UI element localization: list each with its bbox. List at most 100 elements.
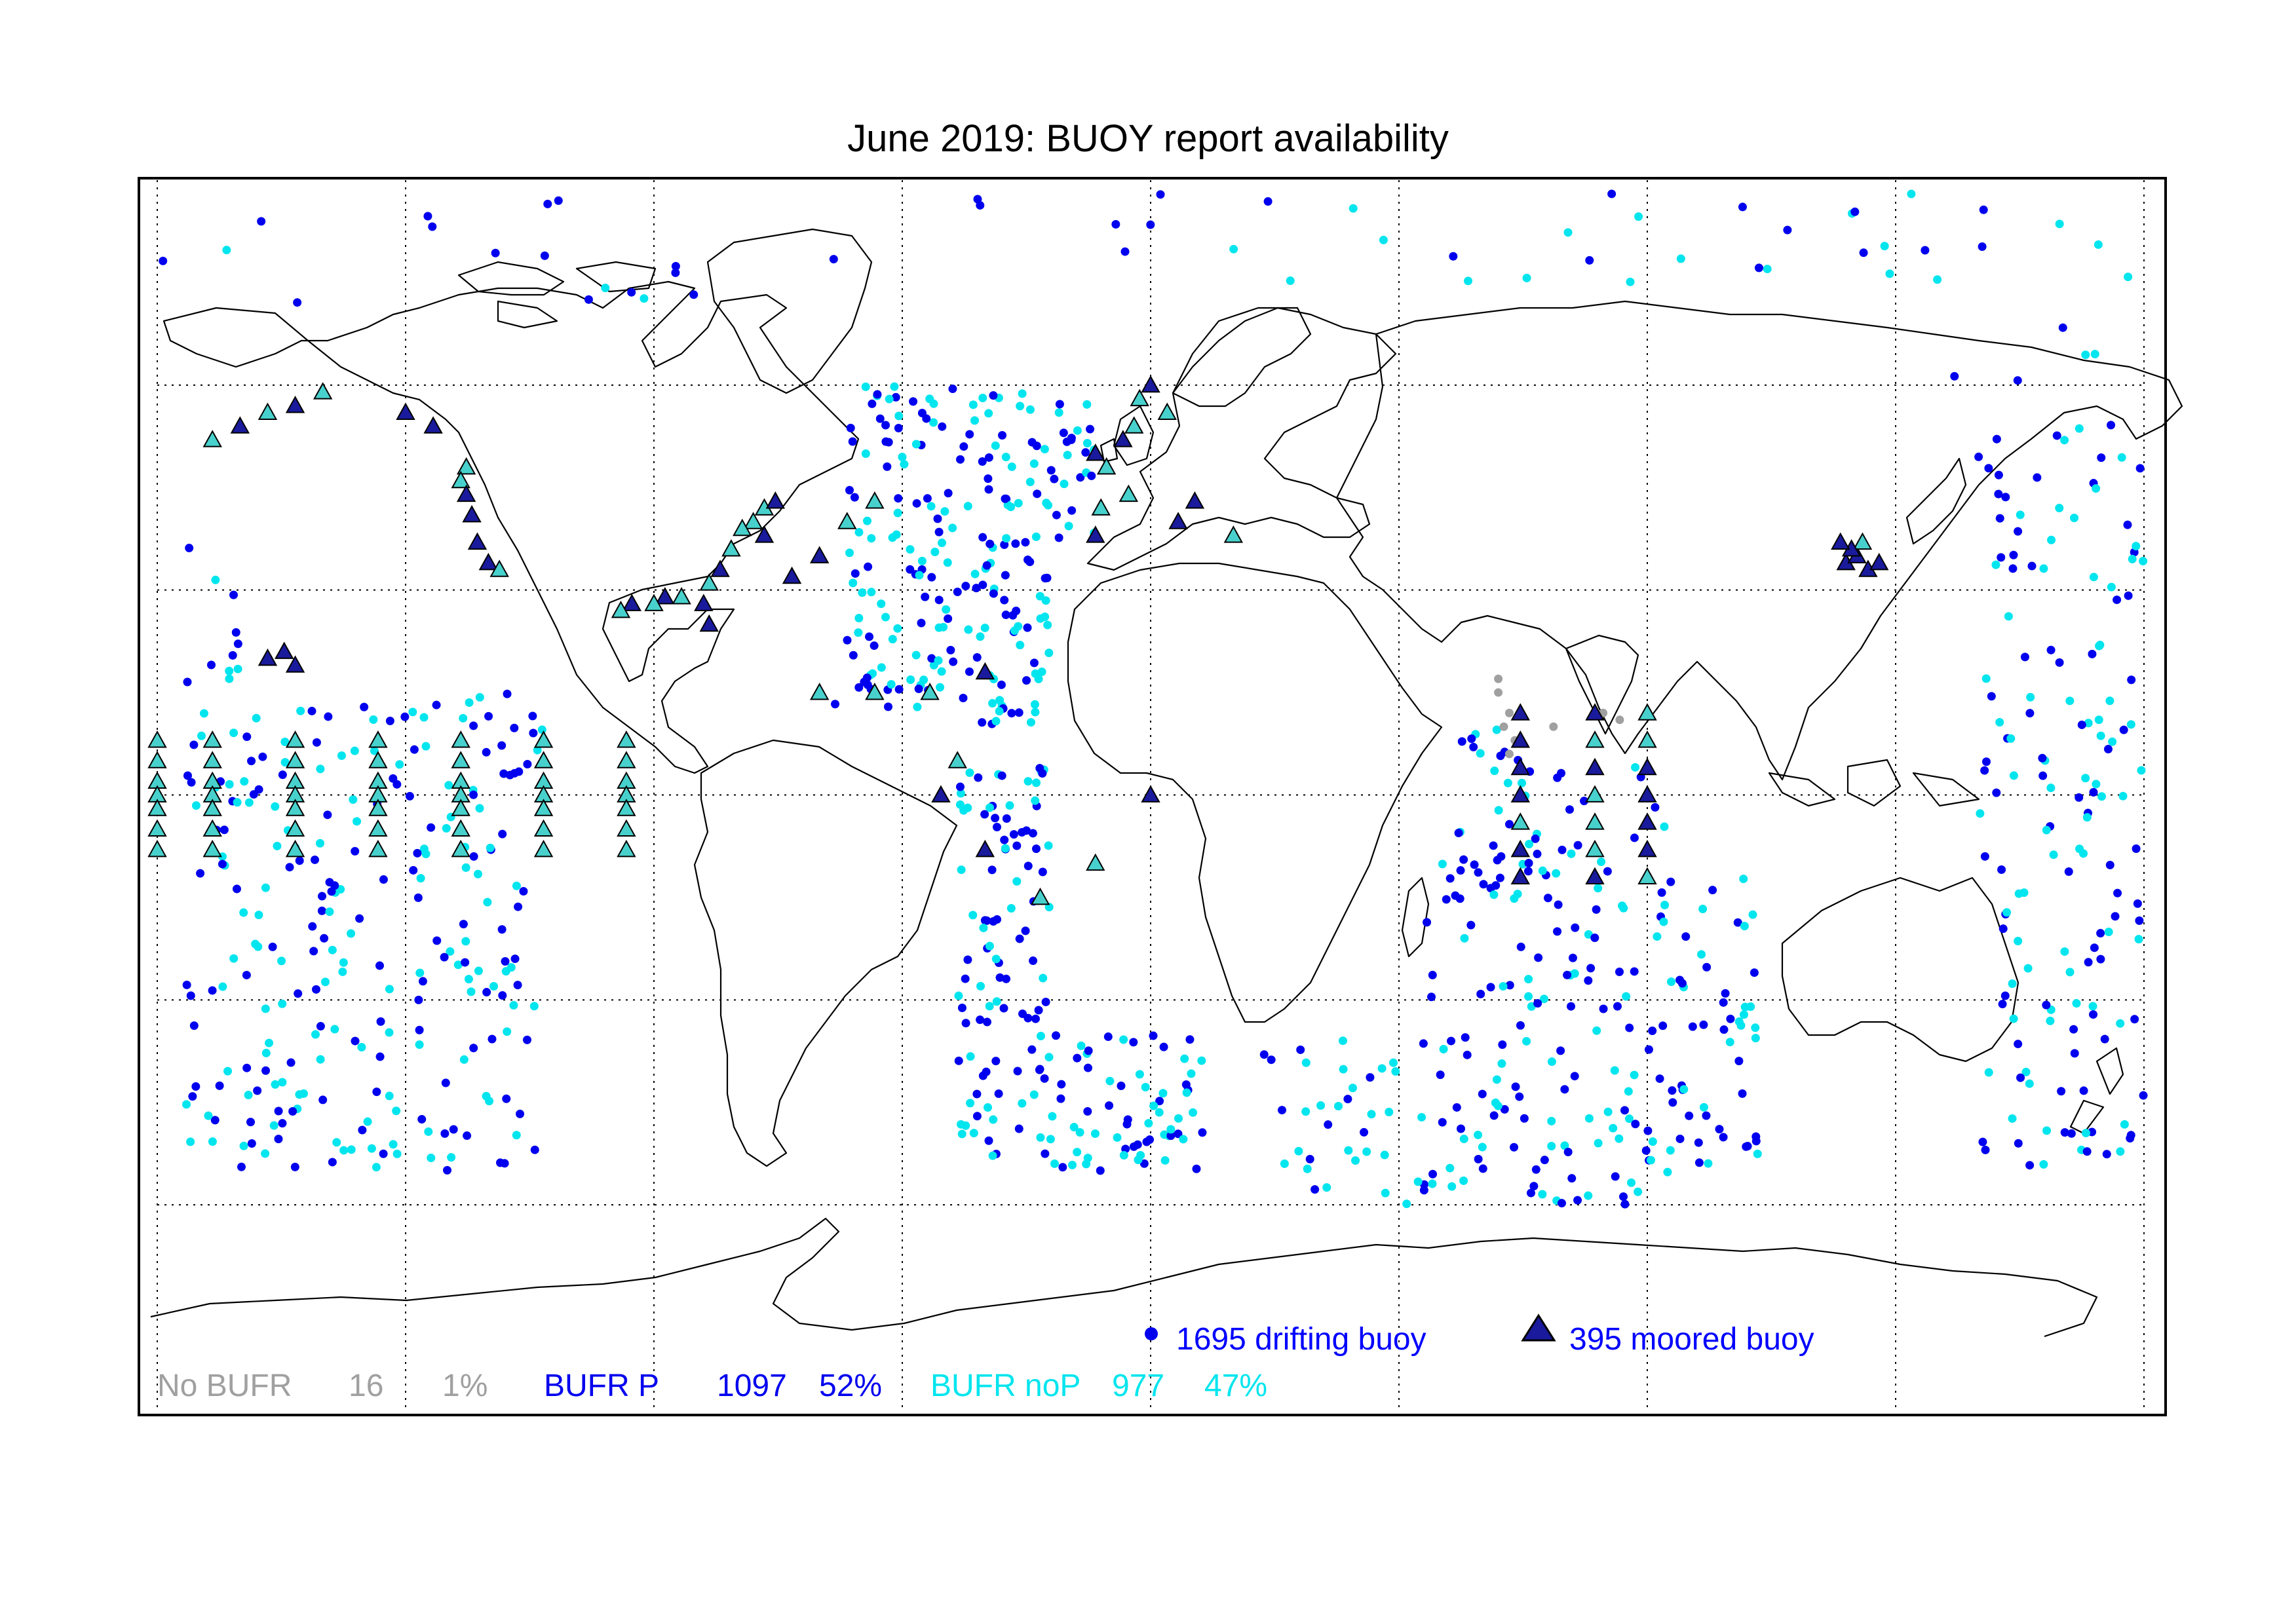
drifting-buoy-bufr-nop [1018, 389, 1027, 398]
moored-buoy-bufr-nop [533, 819, 554, 837]
drifting-buoy-bufr-nop [1704, 1159, 1713, 1168]
drifting-buoy-bufr-nop [464, 975, 473, 984]
drifting-buoy-bufr-nop [1391, 1067, 1400, 1076]
moored-buoy-bufr-nop [865, 491, 885, 509]
drifting-buoy-bufr-nop [222, 246, 231, 255]
drifting-buoy-bufr-nop [2089, 573, 2098, 582]
moored-buoy-bufr-nop [721, 539, 741, 557]
drifting-buoy-bufr-nop [863, 516, 872, 525]
drifting-buoy-bufr-nop [1445, 1163, 1455, 1173]
drifting-buoy-bufr-p [1859, 248, 1868, 257]
drifting-buoy-bufr-p [1103, 1032, 1113, 1042]
drifting-buoy-bufr-p [294, 989, 303, 998]
drifting-buoy-bufr-p [379, 875, 388, 884]
drifting-buoy-bufr-nop [1082, 400, 1092, 409]
drifting-buoy-bufr-p [2126, 1131, 2135, 1140]
drifting-buoy-bufr-nop [1036, 1133, 1045, 1142]
moored-buoy [1637, 812, 1657, 830]
drifting-buoy-bufr-nop [421, 742, 430, 751]
moored-buoy-bufr-p [694, 594, 714, 611]
drifting-buoy-bufr-p [1715, 1125, 1724, 1134]
drifting-buoy-bufr-p [1573, 1196, 1582, 1205]
drifting-buoy-bufr-p [410, 745, 419, 754]
drifting-buoy-bufr-p [1657, 888, 1666, 897]
drifting-buoy-bufr-p [1694, 1138, 1703, 1147]
drifting-buoy-bufr-nop [1362, 1147, 1371, 1156]
moored-buoy-bufr-nop [1852, 532, 1873, 550]
drifting-buoy-bufr-nop [854, 527, 864, 537]
drifting-buoy-bufr-nop [1379, 235, 1388, 244]
drifting-buoy-bufr-p [1142, 1137, 1151, 1146]
drifting-buoy-bufr-p [246, 1118, 256, 1127]
drifting-buoy-bufr-p [1702, 962, 1712, 972]
drifting-buoy-bufr-nop [2026, 692, 2035, 702]
drifting-buoy-bufr-p [498, 829, 507, 839]
drifting-buoy-bufr-p [1568, 953, 1577, 962]
drifting-buoy-bufr-p [955, 782, 965, 791]
drifting-buoy-bufr-nop [1594, 884, 1603, 893]
drifting-buoy-bufr-nop [467, 987, 476, 996]
drifting-buoy-bufr-p [2096, 929, 2105, 938]
drifting-buoy-bufr-nop [211, 575, 220, 584]
drifting-buoy-bufr-p [497, 741, 507, 750]
drifting-buoy-bufr-p [1087, 471, 1096, 480]
drifting-buoy-bufr-p [1324, 1120, 1333, 1129]
drifting-buoy-bufr-p [1641, 1146, 1651, 1155]
drifting-buoy-bufr-p [189, 1021, 199, 1030]
drifting-buoy-bufr-p [1129, 1038, 1138, 1047]
drifting-buoy-bufr-p [921, 592, 930, 601]
drifting-buoy-bufr-p [2020, 652, 2029, 662]
drifting-buoy-bufr-nop [1746, 1002, 1755, 1011]
drifting-buoy-bufr-p [1708, 886, 1717, 895]
drifting-buoy-bufr-nop [1524, 975, 1533, 984]
coast-arctic-islands [457, 261, 657, 329]
drifting-buoy-bufr-p [2000, 991, 2010, 1000]
drifting-buoy-bufr-nop [512, 1131, 521, 1140]
legend-moored-symbol [1521, 1313, 1556, 1342]
drifting-buoy-bufr-p [1029, 658, 1039, 668]
drifting-buoy-bufr-p [1921, 246, 1930, 255]
drifting-buoy-bufr-p [1651, 803, 1660, 812]
drifting-buoy-bufr-nop [295, 1090, 304, 1099]
drifting-buoy-bufr-nop [482, 1091, 491, 1101]
drifting-buoy-bufr-p [933, 514, 942, 523]
drifting-buoy-bufr-nop [424, 1127, 433, 1136]
drifting-buoy-bufr-nop [328, 945, 337, 954]
drifting-buoy-bufr-p [1995, 514, 2004, 523]
moored-buoy-bufr-nop [1091, 498, 1111, 516]
drifting-buoy-bufr-nop [1036, 1032, 1045, 1041]
drifting-buoy-bufr-p [278, 770, 287, 780]
drifting-buoy-bufr-nop [415, 1040, 424, 1049]
drifting-buoy-bufr-p [1584, 976, 1593, 985]
drifting-buoy-bufr-nop [991, 954, 1001, 964]
drifting-buoy-bufr-nop [2006, 734, 2016, 743]
drifting-buoy-bufr-nop [1474, 1130, 1483, 1139]
drifting-buoy-bufr-nop [473, 869, 482, 878]
drifting-buoy-bufr-p [1423, 918, 1432, 927]
drifting-buoy-bufr-p [491, 248, 500, 257]
moored-buoy-bufr-nop [451, 799, 470, 816]
drifting-buoy-bufr-p [1456, 866, 1465, 875]
coast-south-america [693, 739, 958, 1167]
drifting-buoy-bufr-p [274, 1106, 283, 1116]
drifting-buoy-bufr-p [1580, 797, 1589, 806]
drifting-buoy-bufr-p [290, 1162, 299, 1171]
drifting-buoy-bufr-p [2064, 867, 2073, 876]
drifting-buoy-bufr-p [1034, 1006, 1043, 1015]
drifting-buoy-bufr-nop [419, 713, 429, 722]
drifting-buoy-bufr-p [1981, 1145, 1990, 1154]
drifting-buoy-bufr-nop [854, 628, 863, 637]
moored-buoy-bufr-p [1113, 430, 1133, 447]
drifting-buoy-bufr-p [2025, 1161, 2035, 1170]
drifting-buoy-bufr-p [989, 589, 998, 598]
drifting-buoy-bufr-nop [2134, 935, 2143, 944]
drifting-buoy-bufr-nop [940, 507, 949, 516]
drifting-buoy-bufr-p [1083, 1107, 1092, 1116]
drifting-buoy-bufr-p [2038, 753, 2047, 763]
drifting-buoy-bufr-p [187, 778, 196, 787]
drifting-buoy-bufr-p [1014, 1124, 1024, 1133]
drifting-buoy-bufr-nop [2117, 453, 2126, 462]
drifting-buoy-bufr-p [540, 251, 549, 260]
drifting-buoy-bufr-p [440, 953, 449, 962]
